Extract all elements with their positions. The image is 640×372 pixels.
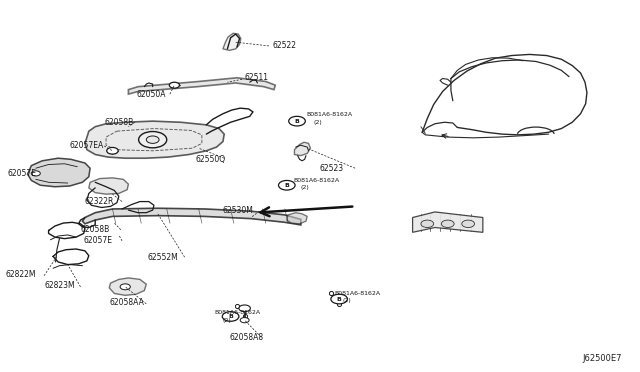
- Polygon shape: [294, 142, 310, 155]
- Text: 62058AA: 62058AA: [109, 298, 144, 307]
- Text: (2): (2): [223, 318, 232, 323]
- Text: 62057EA: 62057EA: [70, 141, 104, 151]
- Polygon shape: [83, 208, 301, 225]
- Circle shape: [147, 136, 159, 143]
- Text: 62057E: 62057E: [84, 236, 113, 246]
- Text: B081A6-8162A: B081A6-8162A: [334, 291, 380, 296]
- Text: B: B: [337, 296, 342, 302]
- Circle shape: [442, 220, 454, 228]
- Text: 62550Q: 62550Q: [195, 155, 225, 164]
- Text: 62058A8: 62058A8: [229, 333, 264, 342]
- Text: 62523: 62523: [320, 164, 344, 173]
- Text: B: B: [294, 119, 300, 124]
- Circle shape: [278, 180, 295, 190]
- Polygon shape: [223, 33, 241, 50]
- Polygon shape: [413, 212, 483, 232]
- Text: 62057E: 62057E: [7, 169, 36, 177]
- Text: B: B: [228, 314, 233, 319]
- Circle shape: [462, 220, 474, 228]
- Circle shape: [331, 294, 348, 304]
- Text: (2): (2): [301, 185, 310, 190]
- Polygon shape: [109, 278, 147, 295]
- Text: 62823M: 62823M: [44, 281, 75, 290]
- Polygon shape: [89, 178, 129, 194]
- Circle shape: [31, 171, 40, 176]
- Text: J62500E7: J62500E7: [582, 354, 621, 363]
- Text: B081A6-8162A: B081A6-8162A: [214, 310, 260, 315]
- Polygon shape: [85, 121, 224, 158]
- Polygon shape: [287, 213, 307, 224]
- Circle shape: [421, 220, 434, 228]
- Text: 62530M: 62530M: [223, 206, 254, 215]
- Circle shape: [139, 132, 167, 148]
- Text: B081A6-8162A: B081A6-8162A: [293, 178, 339, 183]
- Circle shape: [239, 305, 250, 312]
- Circle shape: [222, 312, 239, 321]
- Text: 62522: 62522: [272, 41, 296, 51]
- Circle shape: [107, 147, 118, 154]
- Circle shape: [120, 284, 131, 290]
- Text: 62822M: 62822M: [6, 270, 36, 279]
- Text: 62322R: 62322R: [85, 197, 115, 206]
- Circle shape: [240, 318, 249, 323]
- Text: B: B: [284, 183, 289, 188]
- Circle shape: [170, 82, 179, 88]
- Text: 62050A: 62050A: [137, 90, 166, 99]
- Polygon shape: [28, 158, 90, 187]
- Text: 62058B: 62058B: [81, 225, 110, 234]
- Text: (2): (2): [342, 298, 351, 304]
- Text: 62058B: 62058B: [104, 118, 133, 127]
- Text: 62552M: 62552M: [148, 253, 179, 262]
- Polygon shape: [129, 78, 275, 94]
- Text: 62511: 62511: [244, 73, 269, 82]
- Text: (2): (2): [314, 120, 323, 125]
- Circle shape: [289, 116, 305, 126]
- Text: B081A6-8162A: B081A6-8162A: [306, 112, 352, 117]
